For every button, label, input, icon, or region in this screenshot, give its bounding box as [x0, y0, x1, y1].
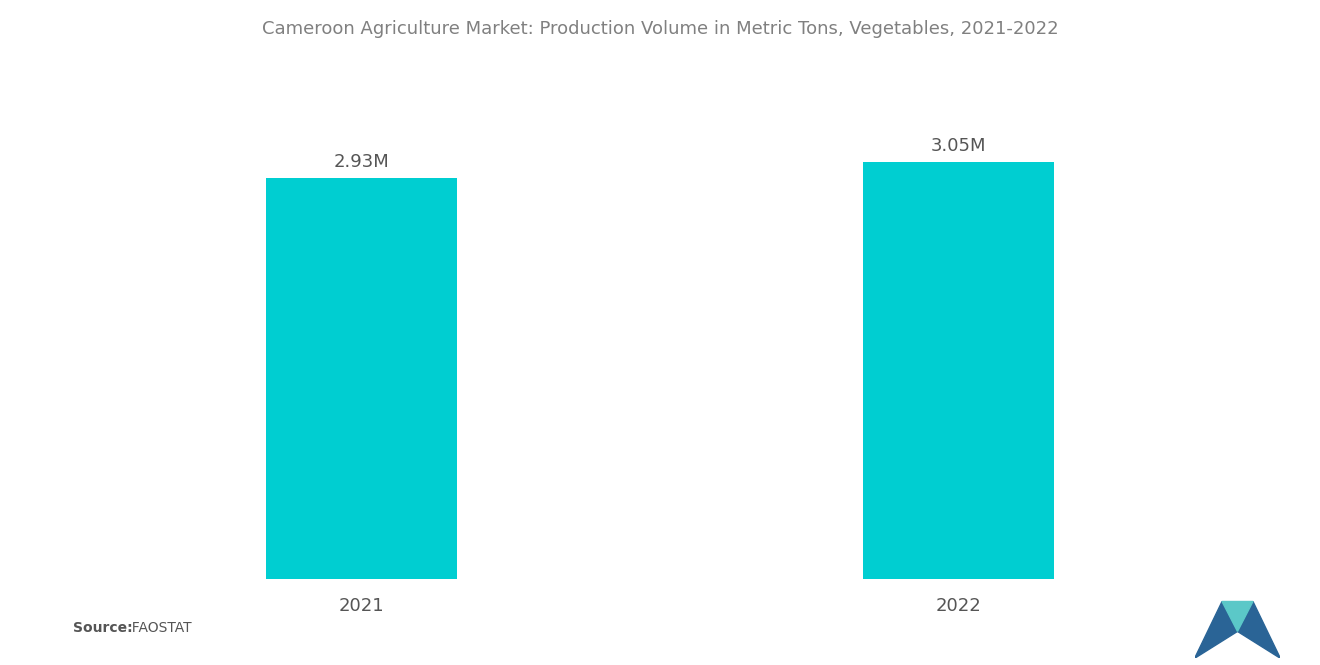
Text: 3.05M: 3.05M: [931, 137, 986, 155]
Text: 2.93M: 2.93M: [334, 153, 389, 171]
Polygon shape: [1195, 601, 1238, 658]
Bar: [265, 178, 457, 579]
Polygon shape: [1222, 601, 1253, 632]
Text: Source:: Source:: [73, 621, 132, 635]
Bar: [863, 162, 1055, 579]
Polygon shape: [1238, 601, 1280, 658]
Text: FAOSTAT: FAOSTAT: [123, 621, 191, 635]
Text: Cameroon Agriculture Market: Production Volume in Metric Tons, Vegetables, 2021-: Cameroon Agriculture Market: Production …: [261, 20, 1059, 38]
